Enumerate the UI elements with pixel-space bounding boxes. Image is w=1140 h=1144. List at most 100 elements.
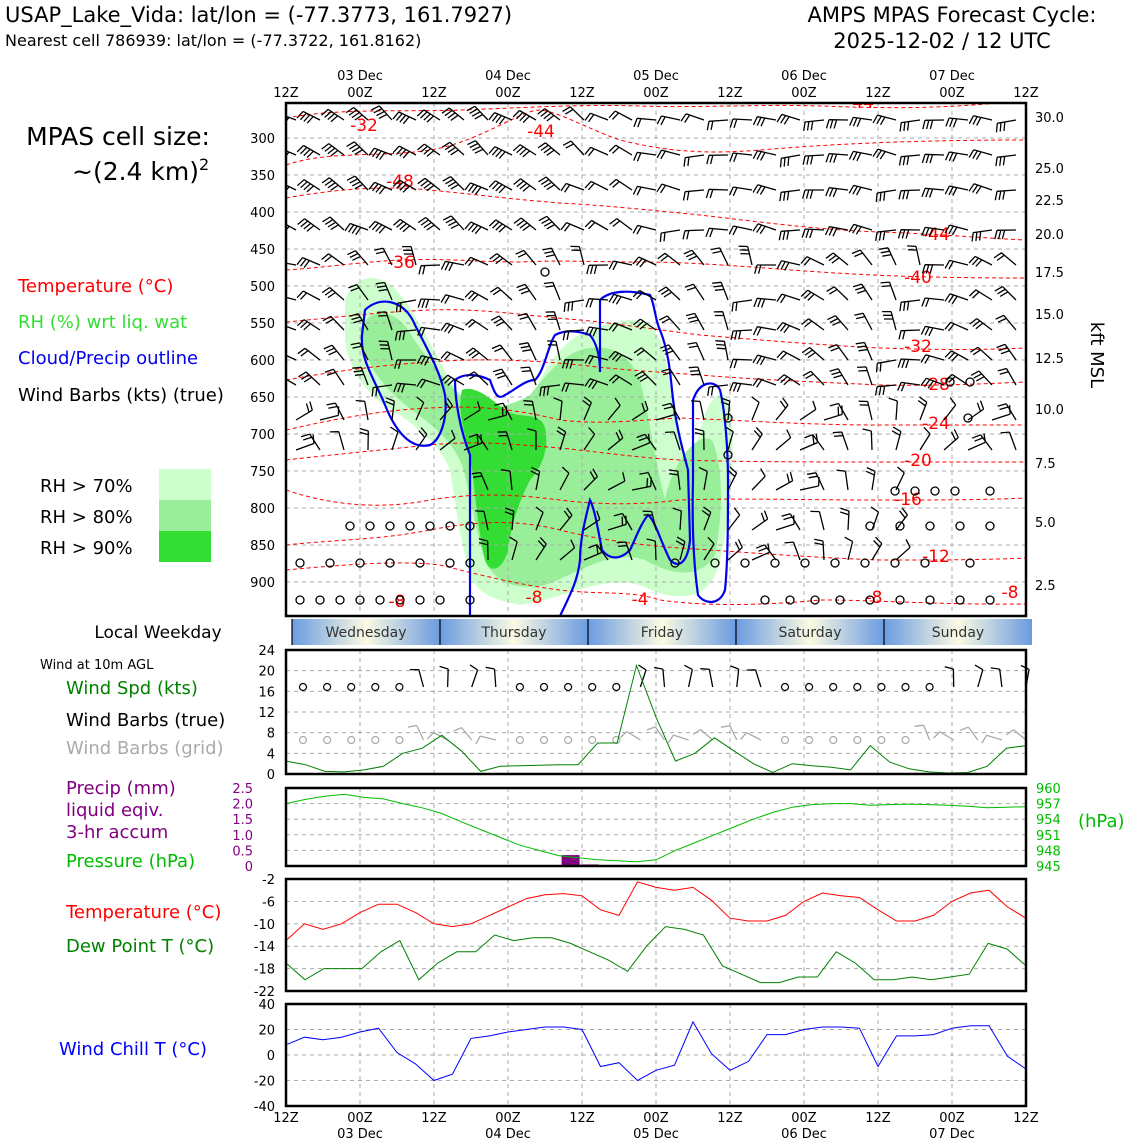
main-wind-barb [907,245,921,266]
main-wind-barb [968,255,993,267]
main-wind-barb [488,146,513,159]
wcTicks-label: -20 [254,1075,275,1090]
main-wind-barb [300,433,321,451]
calm-circle [955,521,965,531]
main-wind-barb [888,397,898,421]
bottom-time-tick-label: 12Z [865,1111,891,1126]
main-wind-barb [539,384,561,397]
main-wind-barb [416,355,441,366]
main-wind-barb [803,119,825,132]
main-wind-barb [607,472,626,491]
calm-circle [965,377,975,387]
temp-contour-label: -24 [922,414,950,434]
calm-circle [405,521,415,531]
wind10m-grid-barb [914,724,931,741]
main-wind-barb [683,249,705,266]
legend-wind-barbs: Wind Barbs (kts) (true) [18,385,224,406]
main-wind-barb [584,219,609,231]
main-wind-barb [945,151,969,162]
main-wind-barb [608,110,633,121]
main-wind-barb [967,400,985,421]
windTicks-label: 16 [258,685,275,700]
wind10m-grid-calm-circle [853,735,862,745]
main-wind-barb [659,344,681,361]
main-wind-barb [920,377,945,389]
calm-circle [710,558,720,568]
main-wind-barb [347,250,369,266]
main-wind-barb [633,347,657,361]
weekday-cell [736,619,884,645]
main-wind-barb [968,183,993,195]
main-wind-barb [359,427,369,451]
pressure-tick-label: 957 [1036,798,1061,813]
main-wind-barb [556,426,567,451]
wind10m-grid-barb [619,730,641,741]
main-wind-barb [729,382,753,393]
main-wind-barb [848,223,873,235]
precip-tick-label: 0.5 [232,844,253,859]
main-wind-barb [517,312,537,331]
main-wind-barb [661,402,681,421]
main-wind-barb [802,154,825,165]
calm-circle [355,595,365,605]
main-wind-barb [848,150,873,162]
main-wind-barb [751,510,769,531]
windTicks-label: 4 [267,747,275,762]
hpa-tick-label: 650 [250,391,275,406]
main-wind-barb [657,252,681,266]
calm-circle [395,595,405,605]
temperature-contours [286,103,1026,605]
main-wind-barb [825,153,849,163]
nearest-cell: Nearest cell 786939: lat/lon = (-77.3722… [5,31,421,50]
main-wind-barb [440,260,465,272]
legend-rh: RH (%) wrt liq. wat [18,312,187,333]
main-wind-barb [392,111,417,125]
main-wind-barb [806,472,825,491]
wind-speed-line [285,663,1027,774]
kft-tick-label: 7.5 [1035,457,1056,472]
main-wind-barb [752,150,777,161]
main-wind-barb [634,371,657,386]
temp-contour-label: -44 [846,93,874,113]
main-wind-barb [352,366,369,386]
main-wind-barb [729,152,753,163]
main-wind-barb [751,396,760,421]
main-wind-barb [659,315,681,331]
kft-tick-label: 12.5 [1035,352,1064,367]
main-wind-barb [286,184,297,192]
main-wind-barb [464,221,489,235]
main-wind-barb [659,229,681,242]
temp-panel: -2 -6 -10 -14 -18 -22 [254,873,1028,1000]
main-wind-barb [874,384,897,396]
temp-contour-label: -4 [632,590,649,610]
main-wind-barb [562,329,585,341]
main-wind-barb [488,112,513,125]
main-wind-barb [776,260,801,271]
main-wind-barb [706,119,729,131]
main-wind-barb [668,469,681,491]
main-wind-barb [994,189,1017,201]
main-wind-barb [875,229,897,242]
temp-contour-label: -8 [526,588,543,608]
main-wind-barb [530,466,541,491]
main-wind-barb [684,283,705,301]
wind10m-calm-circle [298,682,308,692]
main-wind-barb [897,358,921,369]
calm-circle [365,521,375,531]
main-wind-barb [295,401,313,421]
wcTicks-label: -40 [254,1100,275,1115]
main-wind-barb [527,428,537,450]
weekday-cell [884,619,1032,645]
cycle-title: AMPS MPAS Forecast Cycle: [808,3,1097,27]
main-wind-barb [779,189,801,202]
main-wind-barb [729,186,753,197]
main-wind-barb [464,182,489,195]
main-wind-barb [394,329,417,341]
weekday-label: Saturday [778,625,841,641]
main-wind-barb [440,322,465,334]
main-wind-barb [854,312,873,331]
bottom-date-label: 05 Dec [633,1127,679,1140]
main-wind-barb [775,471,794,491]
precip-liquid-label: liquid eqiv. [66,800,163,821]
calm-circle [925,595,935,605]
